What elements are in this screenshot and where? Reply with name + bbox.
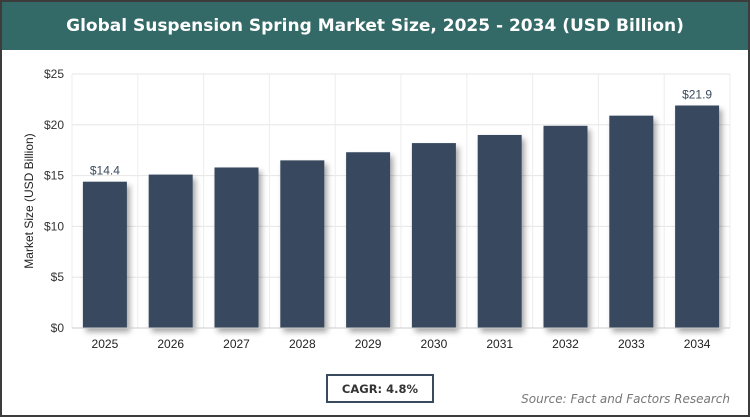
data-label: $21.9 — [682, 87, 712, 101]
y-tick-label: $5 — [51, 270, 65, 284]
x-tick-label: 2033 — [618, 337, 645, 351]
y-axis-label: Market Size (USD Billion) — [22, 133, 36, 268]
x-tick-label: 2025 — [92, 337, 119, 351]
bar-2034 — [675, 105, 720, 328]
x-tick-label: 2026 — [157, 337, 184, 351]
x-tick-label: 2031 — [486, 337, 513, 351]
x-tick-label: 2030 — [421, 337, 448, 351]
bar-2031 — [477, 134, 522, 328]
y-tick-label: $10 — [44, 219, 64, 233]
data-label: $14.4 — [90, 164, 120, 178]
bar-2030 — [411, 143, 456, 328]
bar-2027 — [214, 167, 259, 328]
x-tick-label: 2028 — [289, 337, 316, 351]
chart-title: Global Suspension Spring Market Size, 20… — [2, 2, 748, 50]
bar-2029 — [346, 152, 391, 328]
y-tick-label: $25 — [44, 67, 64, 81]
x-tick-label: 2034 — [684, 337, 711, 351]
y-tick-label: $20 — [44, 118, 64, 132]
bar-2025 — [82, 181, 127, 328]
bar-2033 — [609, 115, 654, 328]
cagr-badge: CAGR: 4.8% — [326, 374, 434, 403]
bar-2028 — [280, 160, 325, 328]
x-tick-label: 2027 — [223, 337, 250, 351]
x-tick-label: 2032 — [552, 337, 579, 351]
bar-2026 — [148, 174, 193, 328]
bar-2032 — [543, 125, 588, 328]
y-tick-label: $15 — [44, 169, 64, 183]
source-note: Source: Fact and Factors Research — [521, 392, 730, 406]
y-tick-label: $0 — [51, 321, 65, 335]
x-tick-label: 2029 — [355, 337, 382, 351]
